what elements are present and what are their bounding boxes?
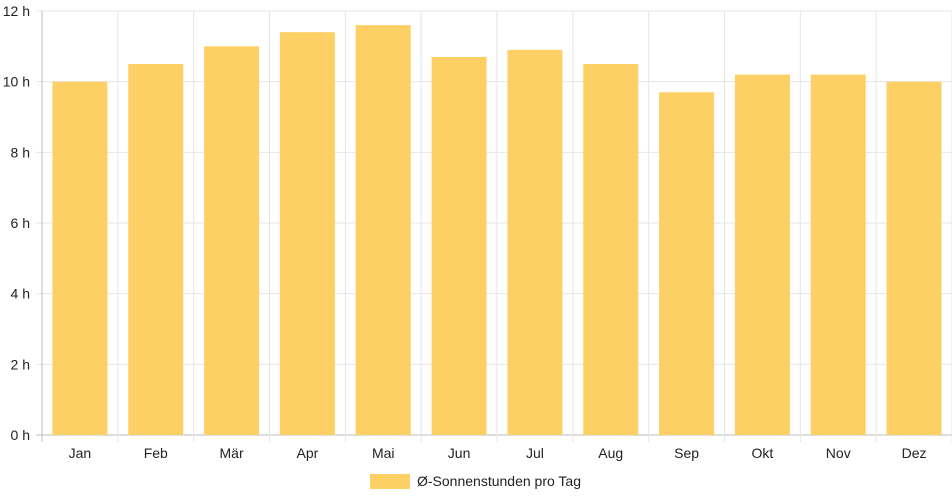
grid-lines xyxy=(36,10,952,442)
y-tick-label: 2 h xyxy=(11,356,30,372)
bar-Aug xyxy=(583,64,639,435)
bar-Mär xyxy=(204,46,260,435)
y-tick-label: 8 h xyxy=(11,144,30,160)
legend-swatch[interactable] xyxy=(370,474,410,489)
bar-Jan xyxy=(52,81,108,436)
x-tick-label: Okt xyxy=(752,445,774,461)
bar-Sep xyxy=(659,92,715,436)
x-tick-label: Mär xyxy=(220,445,244,461)
x-tick-label: Jan xyxy=(69,445,92,461)
bar-Dez xyxy=(886,81,942,436)
y-tick-label: 12 h xyxy=(3,3,30,19)
x-tick-label: Aug xyxy=(598,445,623,461)
bar-Feb xyxy=(128,64,184,435)
bar-Mai xyxy=(355,25,411,436)
y-tick-label: 10 h xyxy=(3,74,30,90)
axes: 0 h 2 h 4 h 6 h 8 h 10 h 12 h Jan Feb Mär Apr Mai Ju… xyxy=(3,3,927,461)
x-tick-label: Jun xyxy=(448,445,471,461)
y-tick-label: 0 h xyxy=(11,427,30,443)
x-tick-label: Sep xyxy=(674,445,699,461)
legend[interactable]: Ø-Sonnenstunden pro Tag xyxy=(370,473,581,489)
x-tick-label: Feb xyxy=(144,445,168,461)
bar-Jun xyxy=(431,56,487,435)
bar-Apr xyxy=(279,32,335,435)
x-tick-label: Dez xyxy=(902,445,927,461)
x-tick-label: Jul xyxy=(526,445,544,461)
x-tick-label: Mai xyxy=(372,445,395,461)
legend-label[interactable]: Ø-Sonnenstunden pro Tag xyxy=(417,473,581,489)
bar-Okt xyxy=(734,74,790,435)
x-tick-label: Nov xyxy=(826,445,851,461)
y-tick-label: 6 h xyxy=(11,215,30,231)
bars xyxy=(52,25,942,436)
bar-Nov xyxy=(810,74,866,435)
y-tick-label: 4 h xyxy=(11,286,30,302)
x-tick-label: Apr xyxy=(297,445,319,461)
bar-Jul xyxy=(507,49,563,435)
